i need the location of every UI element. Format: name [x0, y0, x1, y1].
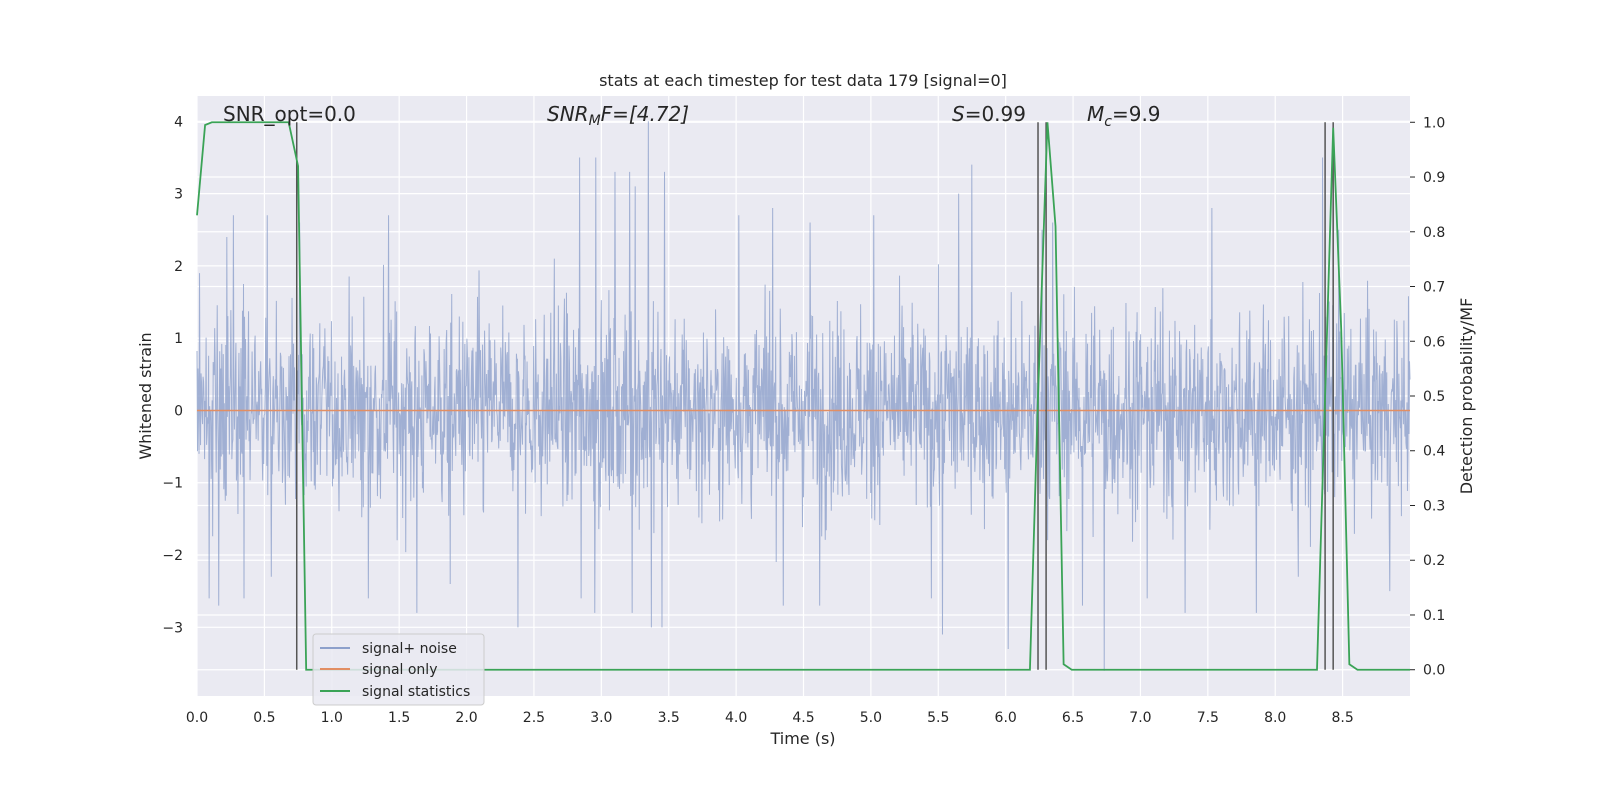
y-axis-left-ticks: 4 3 2 1 0 −1 −2 −3: [162, 114, 183, 636]
legend: signal+ noise signal only signal statist…: [312, 633, 485, 706]
x-tick-label: 1.5: [388, 710, 410, 726]
y-left-tick-label: 0: [174, 403, 183, 419]
x-tick-label: 3.5: [658, 710, 680, 726]
x-tick-label: 3.0: [590, 710, 612, 726]
y-right-tick-label: 0.9: [1423, 170, 1445, 186]
annotation-snr-mf-sub: M: [589, 113, 601, 129]
x-tick-label: 7.5: [1197, 710, 1219, 726]
y-right-tick-label: 0.7: [1423, 280, 1445, 296]
y-right-tick-label: 0.0: [1423, 663, 1445, 679]
x-tick-label: 1.0: [321, 710, 343, 726]
x-tick-label: 2.5: [523, 710, 545, 726]
annotation-s-var: S: [952, 102, 965, 126]
signal-noise-series: [196, 121, 1411, 671]
annotation-snr-mf: SNRMF=[4.72]: [547, 102, 689, 129]
y-axis-right-label: Detection probability/MF: [1457, 298, 1476, 495]
y-right-tick-label: 0.3: [1423, 498, 1445, 514]
annotation-mc-rest: =9.9: [1112, 102, 1161, 126]
x-tick-label: 4.5: [792, 710, 814, 726]
y-left-tick-label: −2: [162, 548, 183, 564]
signal-noise-line: [196, 121, 1411, 671]
y-right-tick-label: 0.2: [1423, 553, 1445, 569]
y-right-tick-label: 0.6: [1423, 334, 1445, 350]
signal-statistics-line: [196, 121, 1410, 671]
annotation-snr-mf-base: SNR: [547, 102, 589, 126]
x-axis-ticks: 0.0 0.5 1.0 1.5 2.0 2.5 3.0 3.5 4.0 4.5 5.0 5.5 6.0 6…: [186, 710, 1354, 726]
legend-label-signal-statistics: signal statistics: [362, 684, 470, 700]
y-left-tick-label: 3: [174, 187, 183, 203]
y-left-tick-label: 4: [174, 114, 183, 130]
legend-label-signal-noise: signal+ noise: [362, 641, 457, 657]
legend-label-signal-only: signal only: [362, 662, 437, 678]
x-tick-label: 4.0: [725, 710, 747, 726]
y-right-tick-label: 0.8: [1423, 225, 1445, 241]
chart-title: stats at each timestep for test data 179…: [599, 71, 1007, 90]
annotation-s: S=0.99: [952, 102, 1026, 126]
x-tick-label: 6.0: [995, 710, 1017, 726]
x-tick-label: 7.0: [1129, 710, 1151, 726]
annotation-mc-var: M: [1087, 102, 1104, 126]
y-right-tick-label: 1.0: [1423, 115, 1445, 131]
x-tick-label: 8.0: [1264, 710, 1286, 726]
annotation-mc-sub: c: [1104, 114, 1112, 130]
x-tick-label: 0.5: [253, 710, 275, 726]
x-tick-label: 2.0: [455, 710, 477, 726]
x-tick-label: 0.0: [186, 710, 208, 726]
annotation-mc: Mc=9.9: [1087, 102, 1161, 130]
annotation-s-rest: =0.99: [965, 102, 1026, 126]
y-left-tick-label: −1: [162, 476, 183, 492]
annotation-snr-opt: SNR_opt=0.0: [223, 102, 356, 126]
y-left-tick-label: 2: [174, 259, 183, 275]
y-axis-right-ticks: 1.0 0.9 0.8 0.7 0.6 0.5 0.4 0.3 0.2 0.1 0.0: [1410, 115, 1445, 679]
legend-box: [312, 633, 485, 706]
y-axis-left-label: Whitened strain: [136, 332, 155, 459]
x-tick-label: 5.5: [927, 710, 949, 726]
x-tick-label: 6.5: [1062, 710, 1084, 726]
y-left-tick-label: 1: [174, 331, 183, 347]
y-left-tick-label: −3: [162, 620, 183, 636]
grid-lines: [196, 96, 1410, 696]
x-tick-label: 5.0: [860, 710, 882, 726]
x-axis-label: Time (s): [769, 729, 835, 748]
y-right-tick-label: 0.1: [1423, 608, 1445, 624]
y-right-tick-label: 0.4: [1423, 444, 1445, 460]
y-right-tick-label: 0.5: [1423, 389, 1445, 405]
signal-statistics-series: [196, 121, 1410, 671]
x-tick-label: 8.5: [1331, 710, 1353, 726]
annotation-snr-mf-rest: F=[4.72]: [601, 102, 689, 126]
